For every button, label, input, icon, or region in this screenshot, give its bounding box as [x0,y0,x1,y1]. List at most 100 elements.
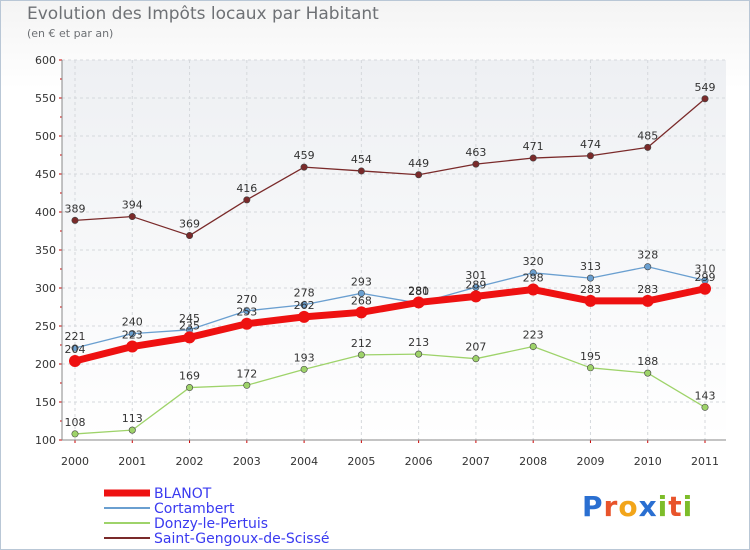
data-label-blanot: 283 [637,283,658,296]
data-label-saint-gengoux-de-sciss-: 459 [294,149,315,162]
data-label-saint-gengoux-de-sciss-: 463 [465,146,486,159]
data-label-donzy-le-pertuis: 193 [294,351,315,364]
data-point-cortambert [71,344,79,352]
x-tick-label: 2007 [462,455,490,468]
data-point-donzy-le-pertuis [529,343,537,351]
data-point-donzy-le-pertuis [243,381,251,389]
data-point-donzy-le-pertuis [128,426,136,434]
data-label-donzy-le-pertuis: 213 [408,336,429,349]
data-point-cortambert [586,274,594,282]
data-label-saint-gengoux-de-sciss-: 449 [408,157,429,170]
data-label-blanot: 283 [580,283,601,296]
series-line-saint-gengoux-de-sciss- [74,98,706,237]
data-label-cortambert: 310 [695,262,716,275]
legend-label-blanot: BLANOT [154,486,212,502]
y-tick-label: 400 [35,206,56,219]
data-label-cortambert: 301 [465,269,486,282]
data-label-cortambert: 280 [408,285,429,298]
data-label-saint-gengoux-de-sciss-: 549 [695,81,716,94]
data-point-blanot [469,290,482,303]
x-tick-label: 2009 [576,455,604,468]
y-tick-label: 550 [35,92,56,105]
data-point-donzy-le-pertuis [644,369,652,377]
data-point-saint-gengoux-de-sciss- [644,143,652,151]
data-label-donzy-le-pertuis: 207 [465,341,486,354]
logo-letter: t [668,490,683,523]
data-label-donzy-le-pertuis: 169 [179,370,200,383]
data-point-cortambert [243,307,251,315]
data-point-donzy-le-pertuis [586,364,594,372]
data-label-blanot: 223 [122,329,143,342]
data-point-saint-gengoux-de-sciss- [529,154,537,162]
y-tick-label: 500 [35,130,56,143]
data-label-cortambert: 328 [637,249,658,262]
legend-label-donzy-le-pertuis: Donzy-le-Pertuis [154,516,268,532]
x-tick-label: 2006 [405,455,433,468]
data-point-donzy-le-pertuis [415,350,423,358]
data-label-saint-gengoux-de-sciss-: 474 [580,138,601,151]
x-tick-label: 2002 [176,455,204,468]
data-point-saint-gengoux-de-sciss- [415,171,423,179]
data-point-blanot [183,331,196,344]
data-label-cortambert: 293 [351,275,372,288]
data-point-blanot [69,354,81,367]
x-tick-label: 2004 [290,455,318,468]
data-point-saint-gengoux-de-sciss- [71,216,79,224]
data-point-donzy-le-pertuis [357,351,365,359]
data-label-saint-gengoux-de-sciss-: 369 [179,218,200,231]
data-point-blanot [412,296,425,309]
data-label-saint-gengoux-de-sciss-: 454 [351,153,372,166]
y-tick-label: 200 [35,358,56,371]
data-label-saint-gengoux-de-sciss-: 471 [523,140,544,153]
data-point-donzy-le-pertuis [300,365,308,373]
logo-letter: P [582,490,604,523]
data-label-donzy-le-pertuis: 195 [580,350,601,363]
data-point-blanot [584,294,597,307]
data-point-blanot [699,282,711,295]
data-label-cortambert: 278 [294,287,315,300]
data-label-saint-gengoux-de-sciss-: 394 [122,199,143,212]
x-tick-label: 2008 [519,455,547,468]
data-label-saint-gengoux-de-sciss-: 485 [637,129,658,142]
data-point-blanot [641,294,654,307]
data-point-saint-gengoux-de-sciss- [472,160,480,168]
y-tick-label: 450 [35,168,56,181]
series-line-blanot [71,285,709,365]
data-point-blanot [527,283,540,296]
data-point-cortambert [357,289,365,297]
data-point-donzy-le-pertuis [186,384,194,392]
x-tick-label: 2010 [634,455,662,468]
data-label-blanot: 298 [523,272,544,285]
data-label-donzy-le-pertuis: 212 [351,337,372,350]
data-label-donzy-le-pertuis: 223 [523,329,544,342]
data-label-blanot: 253 [236,306,257,319]
data-label-saint-gengoux-de-sciss-: 416 [236,182,257,195]
legend-label-cortambert: Cortambert [154,501,235,517]
data-label-cortambert: 313 [580,260,601,273]
chart-subtitle: (en € et par an) [27,27,114,40]
y-tick-label: 600 [35,54,56,67]
y-tick-label: 250 [35,320,56,333]
proxiti-logo: Proxiti [582,490,693,523]
data-point-saint-gengoux-de-sciss- [128,213,136,221]
y-tick-label: 150 [35,396,56,409]
x-tick-label: 2005 [347,455,375,468]
data-point-cortambert [644,263,652,271]
data-point-saint-gengoux-de-sciss- [701,95,709,103]
data-point-saint-gengoux-de-sciss- [357,167,365,175]
data-label-saint-gengoux-de-sciss-: 389 [65,202,86,215]
data-point-donzy-le-pertuis [701,403,709,411]
data-label-cortambert: 245 [179,312,200,325]
series-line-cortambert [74,266,706,349]
series-line-donzy-le-pertuis [74,345,706,435]
y-tick-label: 300 [35,282,56,295]
legend-label-saint-gengoux-de-sciss-: Saint-Gengoux-de-Scissé [154,531,330,547]
data-point-cortambert [300,301,308,309]
data-label-cortambert: 240 [122,316,143,329]
data-point-blanot [240,317,253,330]
chart-title: Evolution des Impôts locaux par Habitant [27,4,379,24]
data-label-blanot: 204 [65,343,86,356]
x-tick-label: 2000 [61,455,89,468]
data-point-blanot [126,340,139,353]
